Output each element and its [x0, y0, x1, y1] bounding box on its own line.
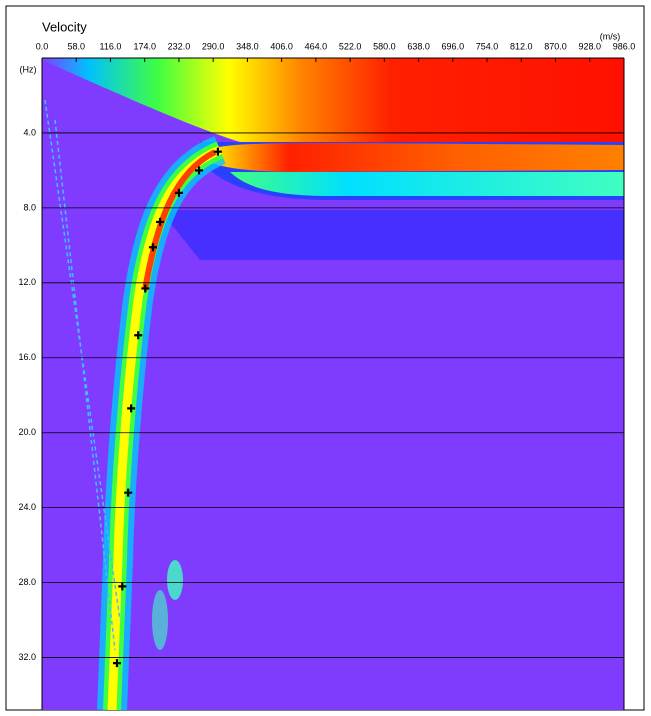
x-tick-label: 638.0 [407, 41, 430, 51]
x-tick-label: 0.0 [36, 41, 49, 51]
dispersion-image [42, 58, 624, 710]
x-tick-label: 812.0 [510, 41, 533, 51]
x-tick-label: 406.0 [270, 41, 293, 51]
y-tick-label: 4.0 [23, 127, 36, 137]
x-tick-label: 580.0 [373, 41, 396, 51]
picked-point [213, 147, 222, 156]
x-tick-label: 696.0 [442, 41, 465, 51]
picked-point [148, 243, 157, 252]
y-tick-label: 12.0 [18, 277, 36, 287]
y-axis-label: (Hz) [20, 64, 37, 74]
picked-point [134, 331, 143, 340]
x-tick-label: 116.0 [100, 41, 122, 51]
x-tick-label: 232.0 [168, 41, 191, 51]
y-tick-label: 32.0 [18, 652, 36, 662]
picked-point [118, 582, 127, 591]
y-tick-label: 8.0 [23, 202, 36, 212]
picked-point [124, 488, 133, 497]
y-tick-label: 28.0 [18, 577, 36, 587]
picked-point [141, 284, 150, 293]
x-tick-label: 754.0 [476, 41, 499, 51]
x-tick-label: 174.0 [133, 41, 156, 51]
picked-point [174, 188, 183, 197]
picked-point [156, 217, 165, 226]
x-tick-label: 348.0 [236, 41, 259, 51]
picked-point [127, 404, 136, 413]
x-tick-label: 58.0 [67, 41, 85, 51]
picked-point [112, 659, 121, 668]
x-axis-label: (m/s) [600, 31, 621, 41]
x-tick-label: 522.0 [339, 41, 362, 51]
x-tick-label: 928.0 [578, 41, 601, 51]
x-tick-label: 464.0 [305, 41, 328, 51]
y-tick-label: 24.0 [18, 502, 36, 512]
x-tick-label: 986.0 [613, 41, 636, 51]
x-tick-label: 870.0 [544, 41, 567, 51]
y-tick-label: 16.0 [18, 352, 36, 362]
chart-title: Velocity [42, 19, 87, 34]
picked-point [195, 166, 204, 175]
x-tick-label: 290.0 [202, 41, 225, 51]
y-tick-label: 20.0 [18, 427, 36, 437]
